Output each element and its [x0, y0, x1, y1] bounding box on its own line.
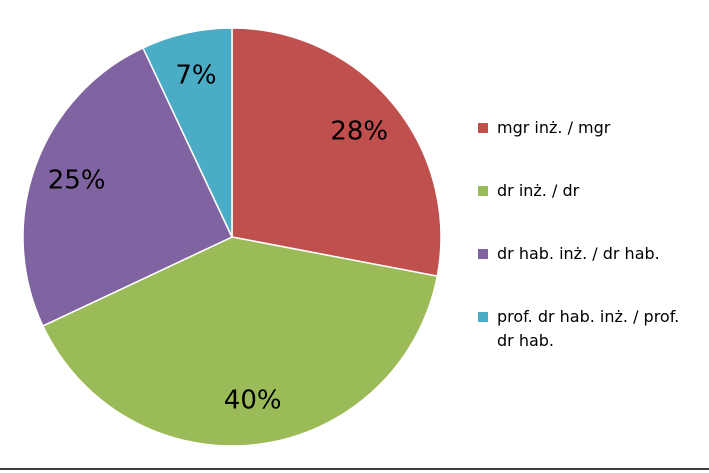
legend-item: dr inż. / dr [474, 181, 696, 244]
legend-label: mgr inż. / mgr [497, 118, 611, 137]
legend: mgr inż. / mgr dr inż. / dr dr hab. inż. /… [474, 118, 696, 370]
pie-slice [142, 27, 233, 238]
legend-item: mgr inż. / mgr [474, 118, 696, 181]
legend-swatch [478, 312, 488, 322]
data-label: 25% [48, 166, 106, 196]
pie-slice [22, 46, 233, 327]
legend-swatch [478, 186, 488, 196]
legend-item: prof. dr hab. inż. / prof. dr hab. [474, 307, 696, 370]
data-label: 28% [330, 116, 388, 146]
pie-slice [231, 27, 442, 278]
data-label: 7% [175, 60, 216, 90]
legend-swatch [478, 123, 488, 133]
legend-swatch [478, 249, 488, 259]
legend-item: dr hab. inż. / dr hab. [474, 244, 696, 307]
data-label: 40% [224, 385, 282, 415]
legend-label: prof. dr hab. inż. / prof. dr hab. [497, 307, 680, 350]
legend-label: dr hab. inż. / dr hab. [497, 244, 660, 263]
legend-label: dr inż. / dr [497, 181, 580, 200]
pie-slice [41, 236, 439, 447]
